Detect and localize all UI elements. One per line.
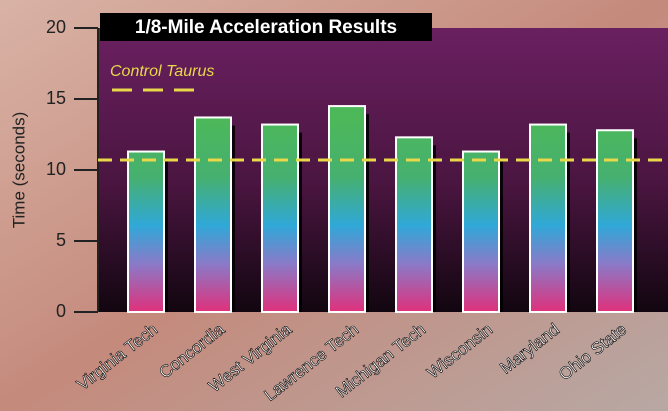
bar xyxy=(127,150,165,313)
legend-label: Control Taurus xyxy=(110,63,214,80)
title-box xyxy=(100,13,432,41)
y-tick-label: 15 xyxy=(46,88,66,108)
bar xyxy=(462,150,500,313)
bar xyxy=(328,105,366,313)
bar xyxy=(395,136,433,313)
chart-title: 1/8-Mile Acceleration Results xyxy=(135,17,397,38)
y-tick-label: 10 xyxy=(46,159,66,179)
plot-area xyxy=(98,28,668,312)
y-tick-label: 5 xyxy=(56,230,66,250)
bar xyxy=(596,129,634,313)
y-axis-label: Time (seconds) xyxy=(9,112,28,229)
y-tick-label: 20 xyxy=(46,17,66,37)
y-tick-label: 0 xyxy=(56,301,66,321)
bar xyxy=(529,123,567,313)
bar xyxy=(261,123,299,313)
bar xyxy=(194,116,232,313)
